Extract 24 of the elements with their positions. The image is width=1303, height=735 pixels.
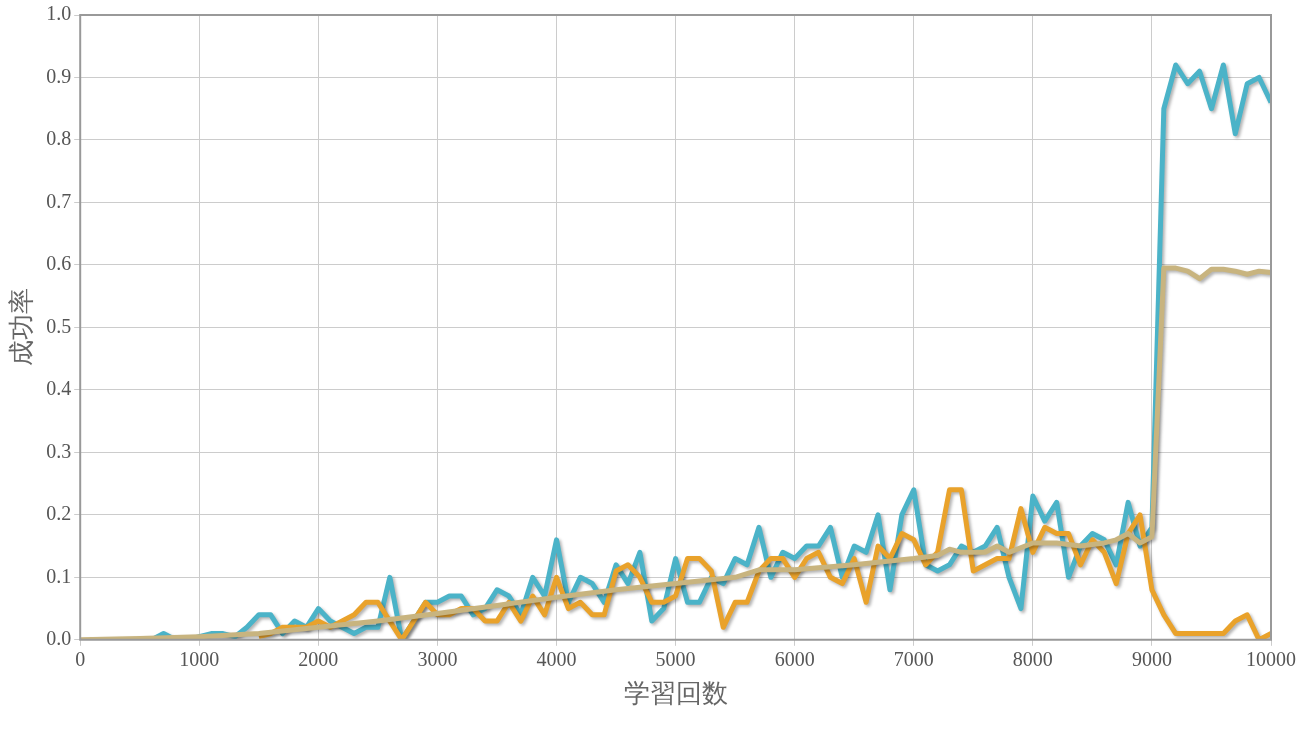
y-tick-label: 0.4 [46, 377, 72, 400]
x-tick-label: 10000 [1246, 648, 1296, 671]
y-tick-label: 0.9 [46, 64, 72, 87]
x-tick-label: 1000 [179, 648, 220, 671]
y-tick-label: 0.5 [46, 314, 72, 337]
x-tick-label: 2000 [298, 648, 339, 671]
y-tick-label: 0.6 [46, 252, 72, 275]
y-tick-label: 0.2 [46, 502, 72, 525]
y-tick-label: 1.0 [46, 2, 72, 25]
x-tick-label: 6000 [774, 648, 815, 671]
x-tick-label: 0 [75, 648, 86, 671]
y-tick-label: 0.0 [46, 627, 72, 650]
x-tick-label: 5000 [655, 648, 696, 671]
y-tick-label: 0.7 [46, 189, 72, 212]
y-axis-title: 成功率 [6, 288, 37, 367]
x-tick-label: 3000 [417, 648, 458, 671]
x-tick-label: 4000 [536, 648, 577, 671]
x-tick-label: 7000 [893, 648, 934, 671]
y-tick-label: 0.3 [46, 439, 72, 462]
y-tick-label: 0.8 [46, 127, 72, 150]
y-tick-label: 0.1 [46, 564, 72, 587]
x-tick-label: 8000 [1012, 648, 1053, 671]
x-axis-title: 学習回数 [623, 678, 728, 709]
x-tick-label: 9000 [1131, 648, 1172, 671]
